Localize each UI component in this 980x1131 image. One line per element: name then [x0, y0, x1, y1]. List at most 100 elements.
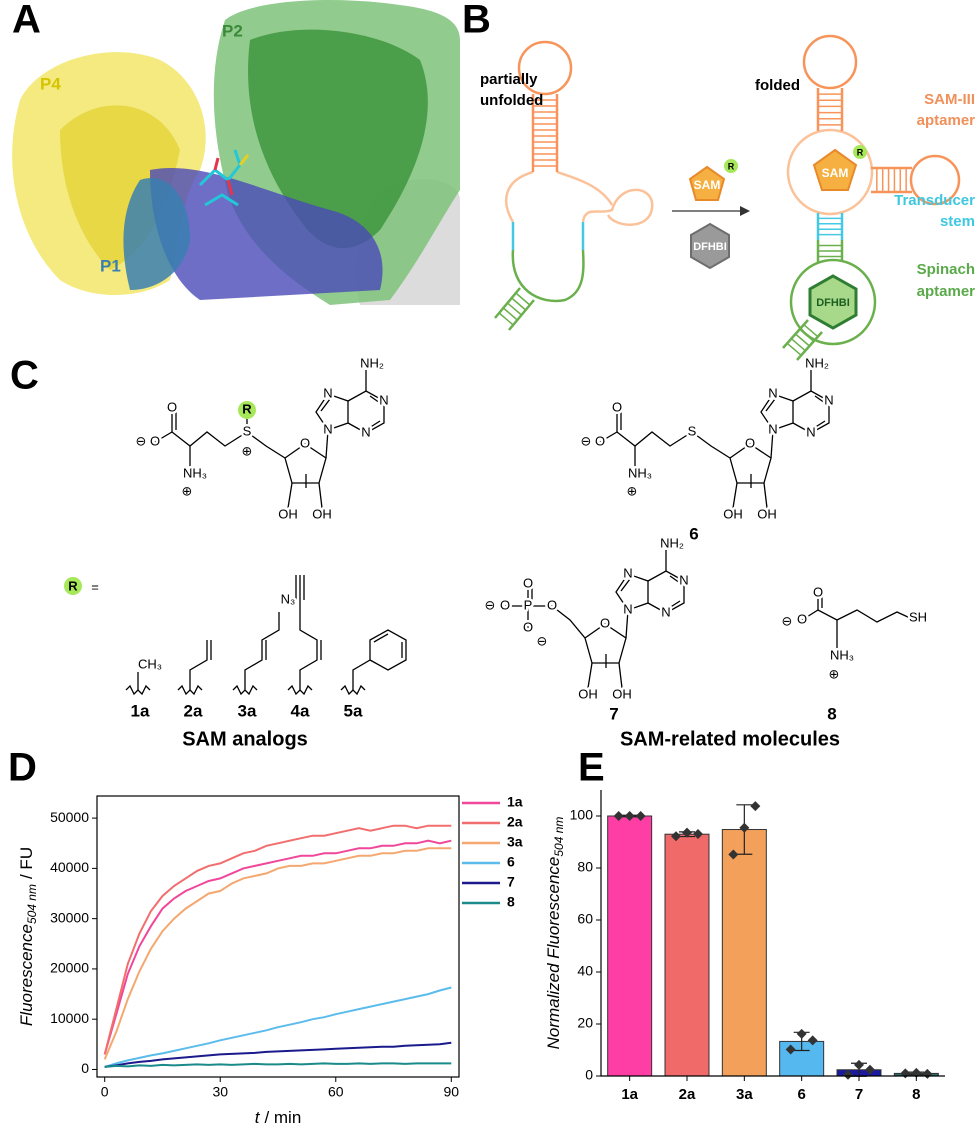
x-axis-label: t / min — [255, 1108, 302, 1127]
x-tick-label: 3a — [736, 1086, 753, 1103]
y-tick-label: 30000 — [50, 909, 89, 925]
atom-label: ⊖ — [782, 613, 793, 628]
legend-label: 2a — [507, 814, 523, 830]
plot-frame — [96, 795, 460, 1078]
y-axis-label: Normalized Fluorescence504 nm — [544, 817, 566, 1050]
bond — [154, 431, 286, 459]
bond — [620, 578, 631, 592]
atom-label: OH — [757, 506, 777, 521]
atom-label: SH — [909, 609, 927, 624]
atom-label: NH₃ — [183, 465, 207, 480]
base-pair — [511, 297, 527, 311]
r-group-icon — [853, 145, 867, 159]
atom-label: O — [612, 399, 622, 414]
bond — [732, 482, 738, 509]
data-point — [854, 1059, 864, 1070]
bond — [625, 609, 629, 639]
panel-label: E — [578, 746, 605, 790]
atom-label: N — [323, 421, 332, 436]
ligand-icon — [812, 148, 858, 191]
x-axis-unit: / min — [264, 1108, 301, 1127]
data-point — [728, 849, 739, 860]
y-axis-label: Fluorescence504 nm / FU — [17, 847, 39, 1026]
atom-label: N — [824, 392, 833, 407]
bond — [618, 662, 623, 689]
region-label: aptamer — [917, 112, 976, 129]
base-pair — [515, 292, 531, 306]
legend-label: 7 — [507, 874, 515, 890]
data-point — [843, 1069, 853, 1080]
y-tick-label: 40 — [577, 963, 593, 979]
atom-label: N — [661, 604, 670, 619]
atom-label: OH — [723, 506, 743, 521]
data-line — [103, 847, 452, 1060]
bond — [669, 575, 681, 584]
atom-label: O — [595, 433, 605, 448]
data-point — [865, 1064, 875, 1075]
data-line — [104, 1062, 452, 1068]
ligand-label: SAM — [822, 166, 849, 180]
region-label: Spinach — [917, 261, 975, 278]
x-tick-label: 0 — [101, 1084, 109, 1100]
atom-label: ⊕ — [627, 483, 638, 498]
data-point — [635, 811, 646, 821]
r-group-icon — [724, 159, 738, 173]
y-tick-label: 20000 — [50, 960, 89, 976]
state-label: unfolded — [480, 92, 543, 109]
atom-label: NH₃ — [628, 465, 652, 480]
data-point — [682, 827, 692, 838]
y-axis-subscript: 504 nm — [552, 817, 566, 857]
y-axis-text: Fluorescence — [17, 924, 36, 1026]
data-point — [785, 1044, 796, 1055]
bond — [347, 390, 385, 434]
ligand-label: SAM — [694, 178, 721, 192]
legend-label: 1a — [507, 794, 523, 810]
data-point — [796, 1028, 807, 1039]
atom-label: CH₃ — [138, 656, 162, 671]
base-pair — [498, 312, 514, 326]
atom-label: O — [167, 399, 177, 414]
data-point — [613, 811, 624, 821]
y-tick-label: 0 — [585, 1067, 593, 1083]
atom-label: OH — [612, 686, 632, 701]
compound-number: 2a — [184, 701, 203, 720]
atom-label: N — [679, 572, 688, 587]
x-tick-label: 1a — [621, 1086, 638, 1103]
atom-label: O — [797, 611, 807, 626]
bond — [284, 443, 327, 484]
bond — [599, 431, 731, 459]
atom-label: O — [500, 597, 510, 612]
atom-label: OH — [278, 506, 298, 521]
group-title: SAM-related molecules — [620, 728, 840, 750]
atom-label: N — [623, 601, 632, 616]
dye-label: DFHBI — [693, 241, 727, 253]
legend-label: 8 — [507, 894, 515, 910]
bond — [287, 482, 293, 509]
atom-label: ⊖ — [581, 433, 592, 448]
x-tick-label: 8 — [912, 1086, 920, 1103]
y-axis-subscript: 504 nm — [25, 884, 39, 924]
bond — [318, 482, 323, 509]
atom-label: N — [379, 392, 388, 407]
r-group-label: R — [728, 161, 735, 171]
atom-label: NH₃ — [830, 647, 854, 662]
x-tick-label: 2a — [679, 1086, 696, 1103]
bond — [551, 605, 586, 639]
y-axis-text: Normalized Fluorescence — [544, 857, 563, 1050]
region-label: SAM-III — [924, 91, 975, 108]
r-group-icon — [64, 577, 82, 595]
bond — [244, 612, 280, 690]
bond — [763, 482, 768, 509]
data-point — [693, 828, 703, 839]
atom-label: ⊕ — [829, 666, 840, 681]
state-label: folded — [755, 77, 800, 94]
atom-label: N — [806, 424, 815, 439]
y-tick-label: 0 — [81, 1060, 89, 1076]
bond — [325, 429, 329, 459]
data-point — [624, 811, 635, 821]
dye-label: DFHBI — [816, 297, 850, 309]
region-label: Transducer — [894, 192, 975, 209]
x-tick-label: 30 — [212, 1084, 228, 1100]
dye-icon — [690, 222, 730, 270]
